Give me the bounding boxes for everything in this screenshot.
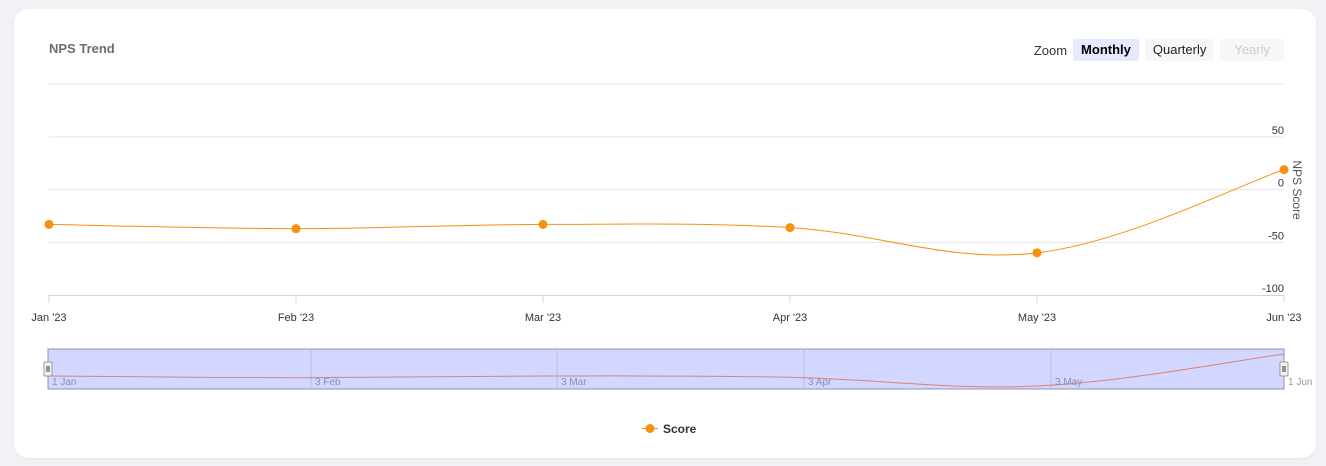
navigator-label: 3 May [1055, 377, 1082, 388]
x-tick-label: Mar '23 [525, 312, 561, 324]
x-tick-label: May '23 [1018, 312, 1056, 324]
zoom-controls: Zoom Monthly Quarterly Yearly [1034, 39, 1284, 61]
y-axis: 50 0 -50 -100 [1262, 125, 1284, 295]
navigator[interactable]: 1 Jan 3 Feb 3 Mar 3 Apr 3 May 1 Jun [43, 348, 1312, 390]
navigator-handle-left[interactable] [43, 361, 53, 377]
y-tick-label: 0 [1278, 178, 1284, 190]
y-axis-label: NPS Score [1290, 160, 1304, 220]
legend[interactable]: Score [642, 422, 697, 436]
series-points [44, 165, 1289, 258]
x-tick-label: Jun '23 [1266, 312, 1301, 324]
navigator-label: 1 Jan [52, 377, 76, 388]
navigator-label: 3 Mar [561, 377, 587, 388]
y-tick-label: -50 [1268, 230, 1284, 242]
navigator-label: 3 Apr [808, 377, 832, 388]
grid-lines [49, 83, 1284, 243]
x-tick-label: Feb '23 [278, 312, 314, 324]
zoom-label: Zoom [1033, 42, 1068, 58]
zoom-yearly-button: Yearly [1220, 39, 1284, 61]
series-line-score [48, 169, 1285, 256]
legend-item-score[interactable]: Score [663, 422, 697, 436]
x-axis: Jan '23 Feb '23 Mar '23 Apr '23 May '23 Jun '… [31, 295, 1302, 324]
zoom-quarterly-button[interactable]: Quarterly [1144, 39, 1215, 61]
data-point[interactable] [785, 223, 795, 233]
navigator-labels: 1 Jan 3 Feb 3 Mar 3 Apr 3 May 1 Jun [52, 377, 1312, 388]
chart-title: NPS Trend [49, 41, 115, 56]
navigator-series-line [47, 353, 1285, 388]
y-tick-label: -100 [1262, 283, 1284, 295]
zoom-monthly-button[interactable]: Monthly [1073, 39, 1139, 61]
x-tick-label: Jan '23 [31, 312, 66, 324]
navigator-handles[interactable] [43, 361, 1289, 377]
x-tick-label: Apr '23 [773, 312, 808, 324]
data-point[interactable] [1279, 165, 1289, 175]
navigator-grid [310, 349, 1052, 389]
data-point[interactable] [538, 219, 548, 229]
legend-marker [645, 424, 655, 433]
data-point[interactable] [291, 224, 301, 234]
data-point[interactable] [44, 219, 54, 229]
navigator-handle-right[interactable] [1279, 361, 1289, 377]
navigator-label: 1 Jun [1288, 377, 1312, 388]
data-point[interactable] [1032, 248, 1042, 258]
y-tick-label: 50 [1272, 125, 1284, 137]
navigator-mask[interactable] [47, 348, 1285, 390]
navigator-label: 3 Feb [315, 377, 341, 388]
